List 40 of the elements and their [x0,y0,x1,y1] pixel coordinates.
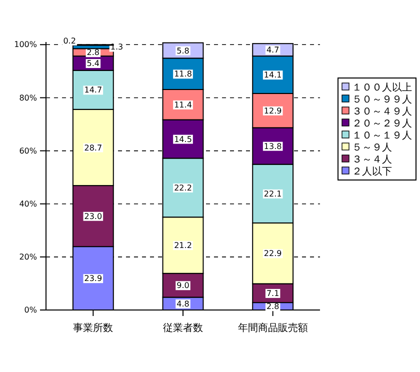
data-label: 21.2 [174,241,192,250]
data-label: 28.7 [84,143,102,152]
legend-label: ３０～４９人 [352,106,412,118]
data-label: 22.9 [264,249,282,258]
legend-label: ２０～２９人 [352,118,412,130]
y-tick-label: 60% [19,146,38,156]
data-label: 2.8 [266,302,280,312]
x-tick-label: 年間商品販売額 [238,322,308,334]
y-tick-label: 80% [19,93,38,102]
data-label: 9.0 [176,281,190,290]
legend-label: ３～４人 [352,154,392,166]
legend-label: ５～９人 [352,142,392,154]
x-tick-label: 事業所数 [73,322,114,334]
y-tick-label: 100% [14,40,38,50]
legend-label: ２人以下 [352,166,392,178]
x-tick-label: 従業者数 [163,322,203,334]
data-label: 0.2 [63,36,76,46]
data-label: 23.9 [84,274,102,284]
data-label: 11.8 [174,70,192,79]
data-label: 14.7 [84,86,102,95]
legend-label: ５０～９９人 [352,94,412,106]
data-label: 14.1 [264,70,282,80]
data-label: 2.8 [86,48,100,58]
data-label: 4.7 [266,46,280,55]
legend-label: １０～１９人 [352,130,412,142]
data-label: 12.9 [264,106,282,116]
y-tick-label: 0% [24,306,38,315]
data-label: 7.1 [266,288,280,298]
y-tick-label: 20% [19,252,38,262]
data-label: 23.0 [84,212,102,221]
data-label: 13.8 [264,142,282,151]
y-tick-label: 40% [19,199,38,208]
data-label: 22.1 [264,189,282,198]
data-label: 22.2 [174,183,192,192]
data-label: 5.8 [176,46,190,56]
legend-label: １００人以上 [352,82,412,94]
data-label: 4.8 [176,299,190,308]
data-label: 5.4 [86,59,100,68]
data-label: 11.4 [174,100,192,110]
data-label: 14.5 [174,134,192,144]
